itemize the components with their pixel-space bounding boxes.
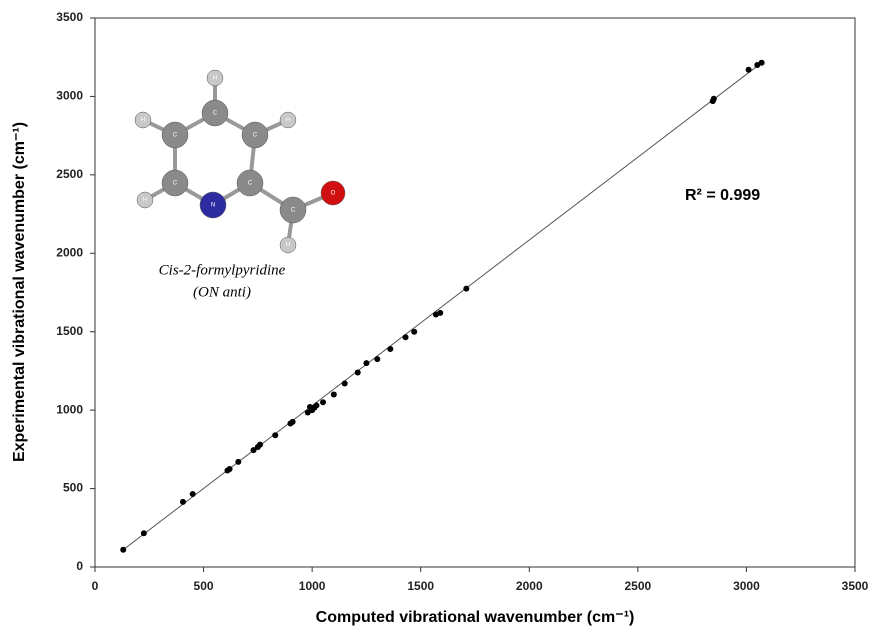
data-point xyxy=(387,346,393,352)
data-point xyxy=(180,499,186,505)
x-tick-label: 3000 xyxy=(733,579,760,593)
y-tick-label: 500 xyxy=(63,481,83,495)
data-point xyxy=(227,466,233,472)
atom-label: C xyxy=(248,181,253,187)
data-point xyxy=(411,329,417,335)
x-tick-label: 500 xyxy=(194,579,214,593)
atom-label: H xyxy=(286,243,290,249)
data-point xyxy=(313,402,319,408)
data-point xyxy=(290,419,296,425)
data-point xyxy=(374,356,380,362)
x-tick-label: 3500 xyxy=(842,579,869,593)
y-tick-label: 3500 xyxy=(56,10,83,24)
x-tick-label: 1000 xyxy=(299,579,326,593)
y-tick-label: 1000 xyxy=(56,402,83,416)
atom-label: H xyxy=(141,118,145,124)
data-point xyxy=(363,360,369,366)
x-tick-label: 2500 xyxy=(625,579,652,593)
r-squared: R² = 0.999 xyxy=(685,187,760,204)
atom-label: O xyxy=(331,191,336,197)
molecule xyxy=(143,80,333,245)
atom-label: C xyxy=(253,133,258,139)
molecule-caption: Cis-2-formylpyridine xyxy=(159,262,286,278)
atom-label: C xyxy=(173,133,178,139)
molecule-caption: (ON anti) xyxy=(193,284,251,300)
y-tick-label: 2000 xyxy=(56,245,83,259)
atom-label: H xyxy=(143,198,147,204)
atom-label: C xyxy=(173,181,178,187)
y-tick-label: 1500 xyxy=(56,324,83,338)
data-point xyxy=(759,60,765,66)
data-point xyxy=(711,96,717,102)
y-axis-title: Experimental vibrational wavenumber (cm⁻… xyxy=(11,122,28,462)
data-point xyxy=(257,442,263,448)
data-point xyxy=(355,369,361,375)
fit-line xyxy=(123,62,762,550)
x-tick-label: 1500 xyxy=(407,579,434,593)
atom-label: C xyxy=(291,208,296,214)
atom-label: N xyxy=(211,203,215,209)
data-point xyxy=(141,530,147,536)
data-point xyxy=(403,334,409,340)
x-axis-title: Computed vibrational wavenumber (cm⁻¹) xyxy=(316,609,635,626)
atom-label: H xyxy=(286,118,290,124)
data-point xyxy=(331,391,337,397)
atom-label: C xyxy=(213,111,218,117)
y-tick-label: 0 xyxy=(76,559,83,573)
data-point xyxy=(437,310,443,316)
atom-label: H xyxy=(213,76,217,82)
x-tick-label: 0 xyxy=(92,579,99,593)
atoms: H C C C C C N C O H H H H xyxy=(135,70,345,253)
plot: 0 500 1000 1500 2000 2500 3000 3500 0 500 1000 1500… xyxy=(56,10,868,593)
data-point xyxy=(342,380,348,386)
x-tick-label: 2000 xyxy=(516,579,543,593)
chart: Computed vibrational wavenumber (cm⁻¹) E… xyxy=(0,0,880,631)
data-point xyxy=(235,459,241,465)
y-tick-label: 2500 xyxy=(56,167,83,181)
data-point xyxy=(746,67,752,73)
y-tick-label: 3000 xyxy=(56,89,83,103)
data-point xyxy=(463,286,469,292)
data-point xyxy=(190,491,196,497)
data-point xyxy=(320,399,326,405)
data-point xyxy=(120,547,126,553)
data-point xyxy=(272,432,278,438)
